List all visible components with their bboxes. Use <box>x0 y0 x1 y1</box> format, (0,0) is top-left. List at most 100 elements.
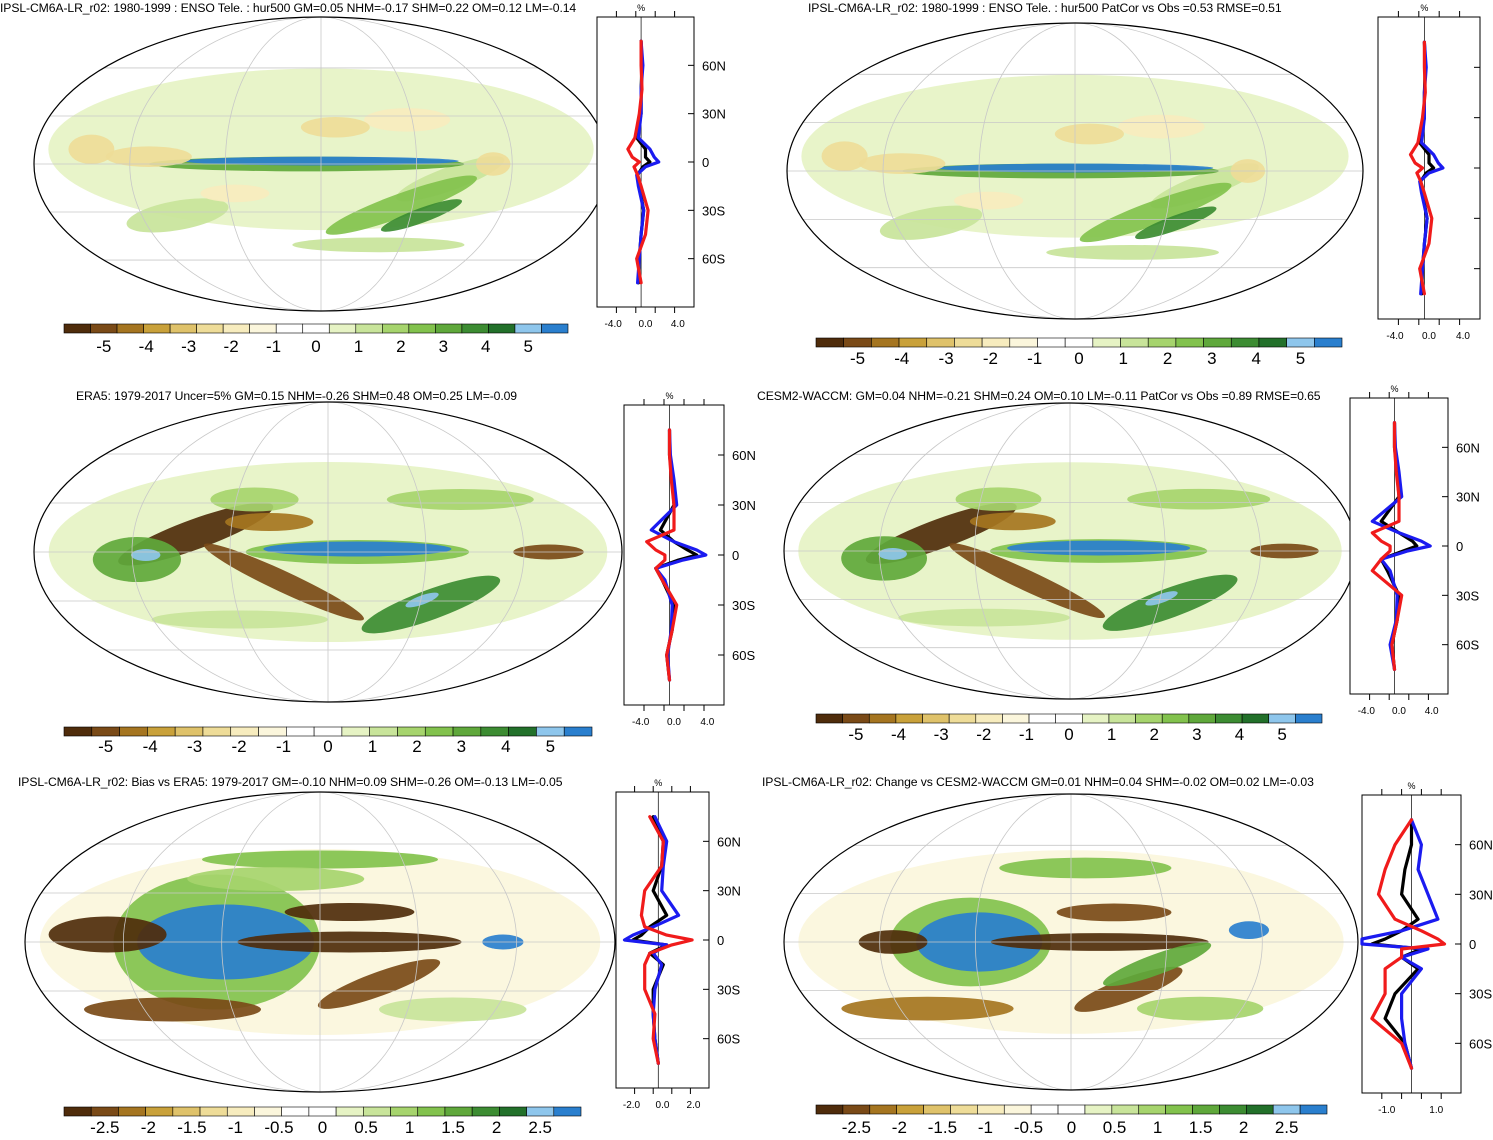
colorbar-box <box>222 323 250 334</box>
colorbar-label: 5 <box>546 737 555 756</box>
gridline <box>1070 794 1263 1090</box>
zonal-series-red <box>639 815 694 1065</box>
zonal-lat-label: 30N <box>702 107 726 122</box>
zonal-xtick-label: -4.0 <box>1386 331 1404 342</box>
colorbar-label: 2 <box>1239 1118 1248 1137</box>
colorbar-label: -1 <box>978 1118 993 1137</box>
panel-title-4: CESM2-WACCM: GM=0.04 NHM=-0.21 SHM=0.24 … <box>757 389 1321 403</box>
map-contour <box>263 541 452 557</box>
zonal-lat-label: 60N <box>1456 440 1480 455</box>
colorbar-label: -1 <box>228 1118 243 1137</box>
colorbar-label: 2 <box>412 737 421 756</box>
map-field <box>784 794 1358 1090</box>
colorbar-box <box>313 726 343 737</box>
colorbar-label: -2 <box>983 349 998 368</box>
gridline <box>974 794 1072 1090</box>
zonal-unit: % <box>1407 781 1415 791</box>
gridline <box>1070 794 1168 1090</box>
gridline <box>1074 23 1172 319</box>
map-contour <box>151 610 328 629</box>
colorbar-box <box>977 1104 1005 1115</box>
colorbar-box <box>230 726 259 737</box>
map-contour <box>364 108 451 132</box>
colorbar-box <box>563 726 593 737</box>
colorbar-box <box>226 1106 255 1117</box>
map-field <box>25 792 615 1092</box>
map-contour <box>200 184 270 203</box>
colorbar-box <box>116 323 144 334</box>
gridline <box>131 402 329 702</box>
colorbar-box <box>281 1106 310 1117</box>
zonal-series-red <box>1370 818 1447 1070</box>
colorbar-label: 4 <box>481 337 490 356</box>
colorbar-box <box>1138 1104 1166 1115</box>
colorbar-box <box>1203 337 1232 348</box>
colorbar-box <box>1057 1104 1086 1115</box>
colorbar-box <box>950 1104 978 1115</box>
colorbar-box <box>90 1106 119 1117</box>
zonal-lat-label: 30S <box>1456 588 1479 603</box>
map-contour <box>379 997 527 1022</box>
colorbar-box <box>1108 713 1136 724</box>
colorbar-box <box>1241 713 1270 724</box>
colorbar-box <box>452 726 482 737</box>
colorbar-box <box>1230 337 1260 348</box>
colorbar-box <box>868 713 897 724</box>
map-contour <box>1127 488 1271 510</box>
colorbar-box <box>499 1106 527 1117</box>
zonal-lat-label: 60N <box>1469 838 1493 853</box>
map-contour <box>48 916 167 953</box>
colorbar-label: 0 <box>318 1118 327 1137</box>
map-contour <box>1145 591 1178 606</box>
zonal-lat-label: 30S <box>717 982 740 997</box>
zonal-series-red <box>626 39 650 285</box>
colorbar-box <box>1286 337 1315 348</box>
colorbar-label: 0.5 <box>1103 1118 1127 1137</box>
colorbar-box <box>1003 1104 1032 1115</box>
zonal-lat-label: 60S <box>732 648 755 663</box>
colorbar-label: -4 <box>143 737 158 756</box>
colorbar-box <box>147 726 176 737</box>
gridline <box>879 794 1072 1090</box>
colorbar-label: 1.5 <box>441 1118 465 1137</box>
zonal-xtick-label: 0.0 <box>656 1100 670 1111</box>
colorbar-box <box>954 337 983 348</box>
colorbar-box <box>526 1106 555 1117</box>
colorbar-label: 1 <box>1153 1118 1162 1137</box>
map-contour <box>1056 903 1172 922</box>
zonal-lat-label: 0 <box>732 548 739 563</box>
colorbar-label: 0 <box>1064 725 1073 744</box>
colorbar-label: -0.5 <box>264 1118 293 1137</box>
colorbar-box <box>1002 713 1030 724</box>
gridline <box>320 17 513 311</box>
panel-title-1: IPSL-CM6A-LR_r02: 1980-1999 : ENSO Tele.… <box>0 1 577 15</box>
colorbar-box <box>1055 713 1083 724</box>
zonal-xtick-label: -4.0 <box>632 717 650 728</box>
colorbar-label: 0 <box>323 737 332 756</box>
colorbar-label: 4 <box>1251 349 1260 368</box>
colorbar-label: 2 <box>396 337 405 356</box>
zonal-lat-label: 30S <box>702 203 725 218</box>
map-contour <box>187 867 365 891</box>
gridline <box>224 17 322 311</box>
zonal-lat-label: 30N <box>1469 887 1493 902</box>
colorbar-label: -3 <box>187 737 202 756</box>
map-contour <box>841 996 1014 1021</box>
colorbar-box <box>541 323 569 334</box>
colorbar-box <box>90 323 118 334</box>
colorbar-box <box>119 726 148 737</box>
zonal-series-blue <box>649 428 708 682</box>
colorbar-label: -1 <box>1027 349 1042 368</box>
map-contour <box>859 153 946 174</box>
colorbar-label: -1.5 <box>177 1118 206 1137</box>
gridline <box>320 17 418 311</box>
colorbar-box <box>1165 1104 1193 1115</box>
zonal-xtick-label: 1.0 <box>1429 1105 1443 1116</box>
colorbar-label: 1 <box>1107 725 1116 744</box>
colorbar-label: -2 <box>224 337 239 356</box>
colorbar-box <box>508 726 537 737</box>
colorbar-label: 2.5 <box>528 1118 552 1137</box>
colorbar-box <box>1188 713 1216 724</box>
gridline <box>1069 403 1261 699</box>
zonal-lat-label: 30N <box>732 498 756 513</box>
